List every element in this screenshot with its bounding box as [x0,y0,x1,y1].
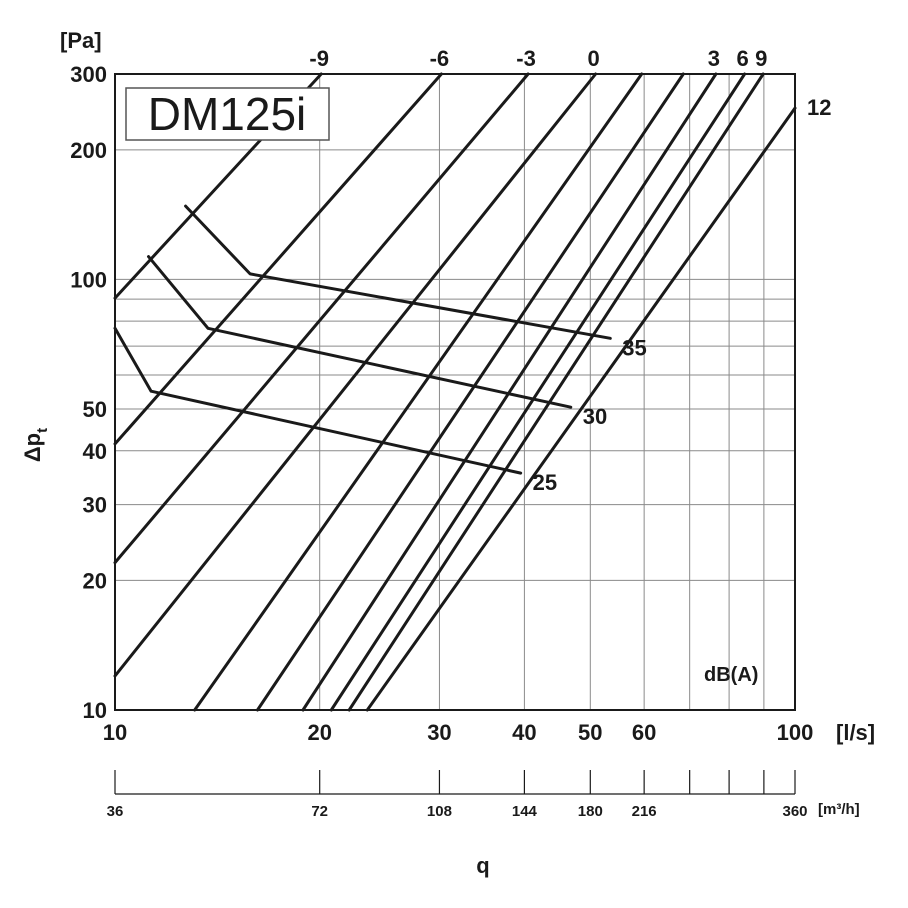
chart-title: DM125i [148,88,307,140]
secondary-tick-label: 72 [311,803,328,820]
x-tick-label: 40 [512,720,536,745]
x-tick-label: 30 [427,720,451,745]
damper-setting-label: 0 [587,46,599,71]
damper-setting-line [113,72,530,565]
damper-setting-label: -3 [516,46,536,71]
y-tick-label: 40 [83,439,107,464]
damper-setting-label: -9 [309,46,329,71]
chart-series: -9 -6 -3 0 3 6 9 12 35 30 25 [113,46,831,712]
damper-setting-line [193,72,644,712]
damper-setting-line [256,72,685,712]
x-tick-label: 20 [307,720,331,745]
damper-setting-line [301,72,718,712]
plot-frame [114,73,796,711]
y-tick-label: 50 [83,397,107,422]
damper-setting-line [113,72,443,446]
secondary-x-axis-unit: [m³/h] [818,801,860,818]
damper-setting-label: 6 [736,46,748,71]
damper-setting-label: 12 [807,95,831,120]
y-tick-label: 100 [70,267,107,292]
damper-setting-line [347,72,765,712]
y-tick-label: 10 [83,698,107,723]
sound-level-label: 35 [622,335,646,360]
y-tick-label: 300 [70,62,107,87]
y-axis-unit: [Pa] [60,28,102,53]
y-tick-label: 200 [70,138,107,163]
x-tick-label: 50 [578,720,602,745]
damper-setting-line [329,72,747,712]
y-tick-label: 30 [83,493,107,518]
sound-level-label: 25 [533,470,557,495]
damper-setting-label: -6 [430,46,450,71]
damper-setting-label: 9 [755,46,767,71]
sound-level-unit: dB(A) [704,664,758,686]
damper-setting-label: 3 [708,46,720,71]
sound-level-label: 30 [583,404,607,429]
secondary-tick-label: 360 [782,803,807,820]
secondary-x-axis-name: q [476,853,489,878]
x-tick-labels: 10 20 30 40 50 60 100 [103,720,814,745]
y-axis-label: Δpt [20,428,51,462]
y-tick-labels: 10 20 30 40 50 100 200 300 [70,62,107,723]
secondary-tick-label: 36 [107,803,124,820]
x-tick-label: 100 [777,720,814,745]
damper-setting-line [365,106,797,712]
x-tick-label: 60 [632,720,656,745]
y-tick-label: 20 [83,568,107,593]
secondary-tick-label: 108 [427,803,452,820]
grid-lines [115,74,795,710]
x-tick-label: 10 [103,720,127,745]
secondary-x-axis: 36 72 108 144 180 216 360 [107,770,808,820]
sound-level-line [113,326,523,475]
damper-setting-line [113,72,598,678]
sound-level-line [147,255,573,409]
sound-level-line [184,204,612,340]
secondary-tick-label: 180 [578,803,603,820]
x-axis-unit: [l/s] [836,720,875,745]
secondary-tick-label: 216 [632,803,657,820]
title-box: DM125i [125,87,330,141]
secondary-tick-label: 144 [512,803,538,820]
